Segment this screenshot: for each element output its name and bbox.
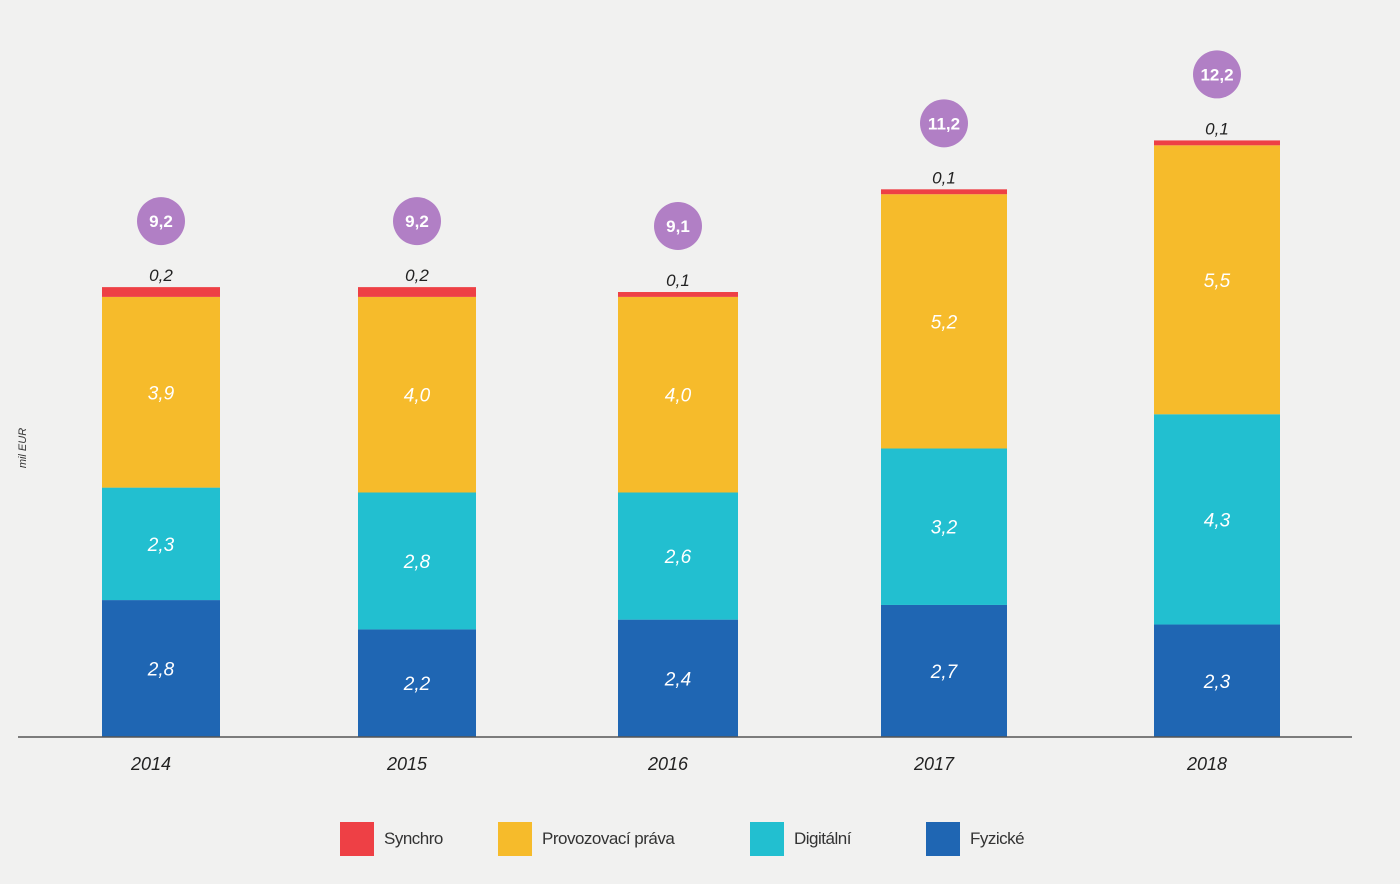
data-label-fyzicke-2018: 2,3 xyxy=(1203,672,1231,693)
bar-digitalni-2017 xyxy=(881,448,1007,605)
data-label-provozovaci-prava-2017: 5,2 xyxy=(931,312,958,333)
total-badge-2018 xyxy=(1193,50,1241,99)
legend-swatch-synchro xyxy=(340,822,374,856)
total-label-2017: 11,2 xyxy=(928,114,960,133)
legend-item-synchro: Synchro xyxy=(340,820,443,858)
data-label-provozovaci-prava-2014: 3,9 xyxy=(148,383,175,404)
bar-fyzicke-2015 xyxy=(358,629,476,737)
data-label-digitalni-2018: 4,3 xyxy=(1204,510,1231,531)
total-badge-2014 xyxy=(137,197,185,246)
legend-item-provozovaci-prava: Provozovací práva xyxy=(498,820,675,858)
x-tick-label-2014: 2014 xyxy=(130,754,171,774)
data-label-digitalni-2017: 3,2 xyxy=(931,518,958,539)
data-label-digitalni-2016: 2,6 xyxy=(664,547,692,568)
x-tick-label-2018: 2018 xyxy=(1186,754,1227,774)
legend-label-digitalni: Digitální xyxy=(794,829,851,848)
legend-swatch-digitalni xyxy=(750,822,784,856)
legend-item-digitalni: Digitální xyxy=(750,820,851,858)
bar-synchro-2018 xyxy=(1154,140,1280,146)
total-badge-2017 xyxy=(920,99,968,148)
data-label-synchro-2015: 0,2 xyxy=(405,266,429,285)
data-label-fyzicke-2016: 2,4 xyxy=(664,669,691,690)
data-label-fyzicke-2015: 2,2 xyxy=(403,674,431,695)
x-tick-label-2017: 2017 xyxy=(913,754,955,774)
bar-synchro-2014 xyxy=(102,287,220,297)
bar-provozovaci-prava-2018 xyxy=(1154,145,1280,415)
legend-label-fyzicke: Fyzické xyxy=(970,829,1025,848)
bar-digitalni-2016 xyxy=(618,492,738,620)
data-label-synchro-2017: 0,1 xyxy=(932,168,956,187)
bar-synchro-2016 xyxy=(618,292,738,297)
data-label-synchro-2014: 0,2 xyxy=(149,266,173,285)
bar-provozovaci-prava-2015 xyxy=(358,296,476,493)
data-label-fyzicke-2017: 2,7 xyxy=(930,662,959,683)
y-axis-label: mil EUR xyxy=(17,428,29,468)
bar-synchro-2015 xyxy=(358,287,476,297)
legend-item-fyzicke: Fyzické xyxy=(926,820,1025,858)
x-tick-label-2015: 2015 xyxy=(386,754,428,774)
total-label-2016: 9,1 xyxy=(666,217,690,236)
total-label-2018: 12,2 xyxy=(1200,65,1233,84)
legend-swatch-provozovaci-prava xyxy=(498,822,532,856)
bar-digitalni-2018 xyxy=(1154,414,1280,625)
legend: Synchro Provozovací práva Digitální Fyzi… xyxy=(340,820,1100,858)
data-label-digitalni-2014: 2,3 xyxy=(147,535,175,556)
bar-fyzicke-2017 xyxy=(881,604,1007,737)
total-badge-2015 xyxy=(393,197,441,246)
total-badge-2016 xyxy=(654,202,702,251)
data-label-provozovaci-prava-2015: 4,0 xyxy=(404,386,431,407)
total-label-2014: 9,2 xyxy=(149,212,173,231)
data-label-fyzicke-2014: 2,8 xyxy=(147,660,175,681)
bar-fyzicke-2014 xyxy=(102,600,220,737)
x-tick-label-2016: 2016 xyxy=(647,754,689,774)
data-label-synchro-2016: 0,1 xyxy=(666,271,690,290)
bar-digitalni-2015 xyxy=(358,492,476,630)
bar-synchro-2017 xyxy=(881,189,1007,195)
legend-swatch-fyzicke xyxy=(926,822,960,856)
data-label-digitalni-2015: 2,8 xyxy=(403,552,431,573)
bar-provozovaci-prava-2016 xyxy=(618,296,738,493)
data-label-provozovaci-prava-2018: 5,5 xyxy=(1204,271,1231,292)
legend-label-synchro: Synchro xyxy=(384,829,443,848)
total-label-2015: 9,2 xyxy=(405,212,429,231)
bar-digitalni-2014 xyxy=(102,487,220,601)
bar-fyzicke-2016 xyxy=(618,619,738,737)
legend-label-provozovaci-prava: Provozovací práva xyxy=(542,829,675,848)
bar-fyzicke-2018 xyxy=(1154,624,1280,737)
data-label-provozovaci-prava-2016: 4,0 xyxy=(665,386,692,407)
bar-provozovaci-prava-2014 xyxy=(102,296,220,488)
bar-provozovaci-prava-2017 xyxy=(881,194,1007,449)
data-label-synchro-2018: 0,1 xyxy=(1205,119,1229,138)
